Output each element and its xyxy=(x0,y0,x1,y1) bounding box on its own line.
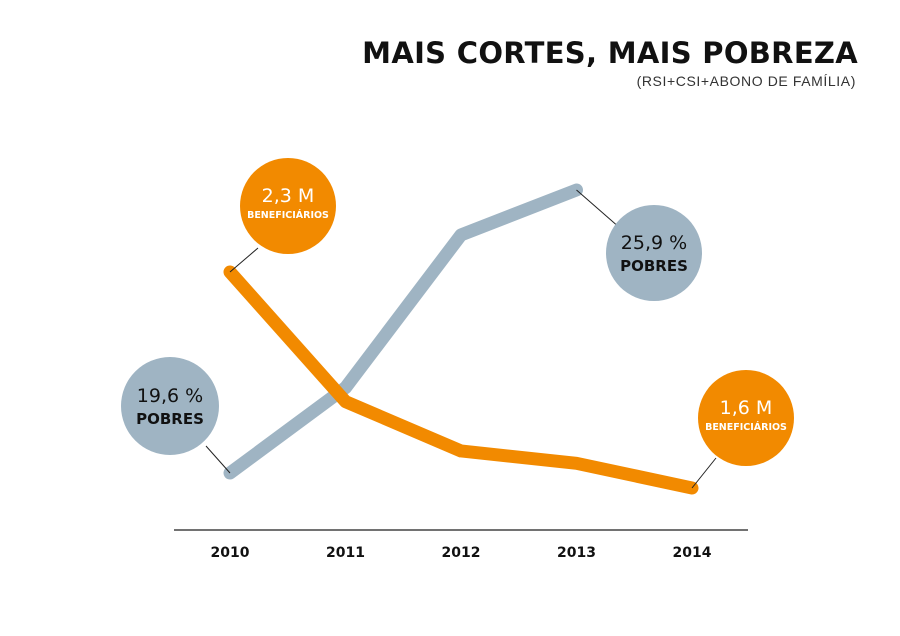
annotation-bubble xyxy=(121,357,219,455)
annotation-caption: POBRES xyxy=(620,257,688,275)
annotation-value: 1,6 M xyxy=(720,397,773,419)
leader-line xyxy=(691,457,717,489)
series-line-beneficiarios xyxy=(223,265,699,495)
annotation-beneficiarios-2014: 1,6 M BENEFICIÁRIOS xyxy=(691,370,794,489)
annotation-value: 25,9 % xyxy=(621,232,687,254)
annotation-bubble xyxy=(606,205,702,301)
x-tick-label: 2013 xyxy=(557,545,596,561)
x-tick-label: 2011 xyxy=(326,545,365,561)
chart-title: MAIS CORTES, MAIS POBREZA xyxy=(362,36,858,70)
leader-line xyxy=(229,247,259,273)
x-tick-label: 2014 xyxy=(673,545,712,561)
annotation-caption: BENEFICIÁRIOS xyxy=(705,421,787,433)
annotation-beneficiarios-2010: 2,3 M BENEFICIÁRIOS xyxy=(229,158,336,273)
annotation-caption: POBRES xyxy=(136,410,204,428)
annotation-value: 2,3 M xyxy=(262,185,315,207)
annotation-pobres-2010: 19,6 % POBRES xyxy=(121,357,231,474)
chart-subtitle: (RSI+CSI+ABONO DE FAMÍLIA) xyxy=(636,73,856,89)
x-tick-label: 2010 xyxy=(211,545,250,561)
leader-line xyxy=(576,189,621,229)
series-line-pobres xyxy=(223,183,583,480)
annotation-caption: BENEFICIÁRIOS xyxy=(247,209,329,221)
annotation-bubble xyxy=(698,370,794,466)
annotation-pobres-2013: 25,9 % POBRES xyxy=(576,189,702,301)
annotation-value: 19,6 % xyxy=(137,385,203,407)
annotation-bubble xyxy=(240,158,336,254)
x-axis: 2010 2011 2012 2013 2014 xyxy=(174,529,748,561)
leader-line xyxy=(205,445,231,474)
x-tick-label: 2012 xyxy=(442,545,481,561)
annotations: 2,3 M BENEFICIÁRIOS 1,6 M BENEFICIÁRIOS 19,6… xyxy=(121,158,794,489)
series-lines xyxy=(223,183,699,495)
